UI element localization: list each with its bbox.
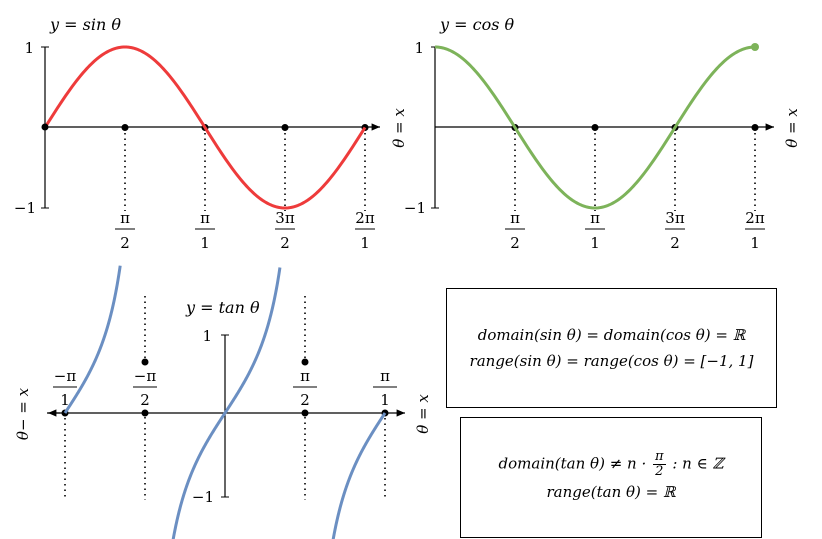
- sincos-domain-range-box: domain(sin θ) = domain(cos θ) = ℝ range(…: [446, 288, 777, 408]
- tan-domain-fraction: π 2: [653, 450, 666, 479]
- tan-tick-label-num: −π: [54, 367, 77, 385]
- cos-tick-label-den: 2: [510, 234, 520, 252]
- sin-title: y = sin θ: [49, 15, 121, 34]
- cos-tick-label-den: 1: [590, 234, 600, 252]
- tan-asymptote-point: [301, 358, 309, 366]
- sin-tick-label-num: 2π: [355, 209, 375, 227]
- sincos-range-text: range(sin θ) = range(cos θ) = [−1, 1]: [469, 352, 754, 370]
- tan-title: y = tan θ: [185, 298, 260, 317]
- sin-tick-label-num: 3π: [275, 209, 295, 227]
- cos-tick-label-num: π: [510, 209, 520, 227]
- tan-tick-label-den: 1: [60, 391, 70, 409]
- tan-tick-label-num: −π: [134, 367, 157, 385]
- tan-tick-point: [141, 409, 149, 417]
- tan-range-text: range(tan θ) = ℝ: [546, 483, 676, 501]
- sin-tick-label-den: 2: [280, 234, 290, 252]
- tan-tick-label-den: 2: [140, 391, 150, 409]
- cos-tick-label-den: 2: [670, 234, 680, 252]
- cos-tick-point: [751, 124, 759, 131]
- cos-title: y = cos θ: [439, 15, 515, 34]
- sin-tick-label-den: 1: [360, 234, 370, 252]
- tan-domain-fraction-num: π: [653, 449, 666, 465]
- cos-tick-label-den: 1: [750, 234, 760, 252]
- cos-axis-label: θ = x: [783, 108, 801, 148]
- tan-domain-range-box: domain(tan θ) ≠ n · π 2 : n ∈ ℤ range(ta…: [460, 417, 762, 538]
- cos-ytick-label-neg1: −1: [404, 199, 426, 217]
- sin-ytick-label-neg1: −1: [14, 199, 36, 217]
- tan-curve-branch: [331, 412, 387, 539]
- tan-panel: 1 −1 y = tan θ θ = x θ− = x −π 1 −π 2 π 2 π 1: [14, 265, 432, 539]
- cos-tick-label-num: 3π: [665, 209, 685, 227]
- sin-tick-label-den: 2: [120, 234, 130, 252]
- tan-left-axis-label: θ− = x: [14, 387, 32, 440]
- sin-tick-label-den: 1: [200, 234, 210, 252]
- tan-curve-group: [63, 265, 387, 539]
- tan-tick-label-num: π: [300, 367, 310, 385]
- sin-tick-label-num: π: [200, 209, 210, 227]
- tan-domain-fraction-den: 2: [655, 464, 664, 479]
- cos-ytick-label-1: 1: [414, 39, 424, 57]
- tan-curve-branch: [63, 265, 122, 414]
- tan-curve-branch: [171, 267, 282, 539]
- tan-asymptote-point: [141, 358, 149, 366]
- cos-curve: [434, 45, 756, 210]
- tan-axis-label: θ = x: [414, 394, 432, 434]
- tan-ytick-label-neg1: −1: [192, 488, 214, 506]
- cos-tick-label-num: 2π: [745, 209, 765, 227]
- sin-tick-point: [121, 124, 129, 131]
- cos-tick-point: [591, 124, 599, 131]
- tan-tick-point: [301, 409, 309, 417]
- sin-tick-label-num: π: [120, 209, 130, 227]
- tan-tick-label-den: 1: [380, 391, 390, 409]
- tan-ytick-label-1: 1: [202, 327, 212, 345]
- tan-tick-label-den: 2: [300, 391, 310, 409]
- sin-tick-point: [281, 124, 289, 131]
- sin-origin-point: [41, 123, 49, 131]
- cos-end-point: [751, 43, 759, 51]
- tan-domain-line: domain(tan θ) ≠ n · π 2 : n ∈ ℤ: [499, 450, 724, 479]
- cos-tick-label-num: π: [590, 209, 600, 227]
- sincos-domain-text: domain(sin θ) = domain(cos θ) = ℝ: [477, 326, 746, 344]
- sin-axis-label: θ = x: [390, 108, 408, 148]
- tan-domain-text-post: : n ∈ ℤ: [672, 454, 724, 473]
- tan-tick-label-num: π: [380, 367, 390, 385]
- sin-ytick-label-1: 1: [24, 39, 34, 57]
- tan-domain-text: domain(tan θ) ≠ n ·: [498, 454, 647, 473]
- sin-curve: [43, 45, 367, 210]
- tan-tick-group: −π 1 −π 2 π 2 π 1: [53, 296, 397, 500]
